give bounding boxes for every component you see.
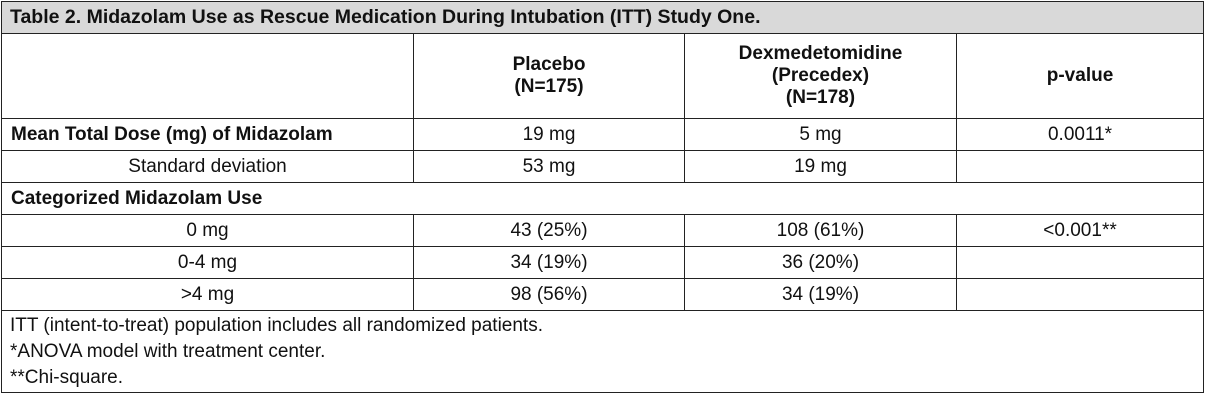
table-row-over-4mg: >4 mg 98 (56%) 34 (19%) — [1, 278, 1205, 311]
header-dex-line3: (N=178) — [785, 87, 856, 108]
footnote-chi-square: **Chi-square. — [10, 366, 123, 388]
cell-pvalue: <0.001** — [955, 214, 1205, 247]
footnote-row: ITT (intent-to-treat) population include… — [0, 310, 1205, 393]
footnote-itt: ITT (intent-to-treat) population include… — [10, 314, 543, 336]
row-label: Standard deviation — [1, 150, 414, 183]
row-label: 0-4 mg — [1, 246, 414, 279]
table-row-0-4mg: 0-4 mg 34 (19%) 36 (20%) — [1, 246, 1205, 279]
cell-dex: 34 (19%) — [684, 278, 957, 311]
header-dexmedetomidine: Dexmedetomidine (Precedex) (N=178) — [684, 33, 957, 119]
header-placebo-line1: Placebo — [512, 54, 586, 75]
header-pvalue: p-value — [955, 33, 1205, 119]
cell-placebo: 98 (56%) — [413, 278, 685, 311]
header-dex-line2: (Precedex) — [771, 65, 870, 86]
cell-dex: 108 (61%) — [684, 214, 957, 247]
header-placebo: Placebo (N=175) — [413, 33, 685, 119]
cell-placebo: 34 (19%) — [413, 246, 685, 279]
cell-pvalue — [955, 150, 1205, 183]
cell-pvalue: 0.0011* — [955, 118, 1205, 151]
row-label: 0 mg — [1, 214, 414, 247]
row-label: >4 mg — [1, 278, 414, 311]
table-row-std-dev: Standard deviation 53 mg 19 mg — [1, 150, 1205, 183]
table-row-mean-dose: Mean Total Dose (mg) of Midazolam 19 mg … — [1, 118, 1205, 151]
header-placebo-line2: (N=175) — [514, 76, 584, 97]
table-title-row: Table 2. Midazolam Use as Rescue Medicat… — [0, 1, 1205, 34]
midazolam-table: Table 2. Midazolam Use as Rescue Medicat… — [0, 1, 1205, 393]
header-empty-cell — [1, 33, 414, 119]
table-row-0mg: 0 mg 43 (25%) 108 (61%) <0.001** — [1, 214, 1205, 247]
cell-pvalue — [955, 246, 1205, 279]
cell-placebo: 43 (25%) — [413, 214, 685, 247]
footnote-anova: *ANOVA model with treatment center. — [10, 340, 326, 362]
table-title: Table 2. Midazolam Use as Rescue Medicat… — [0, 1, 1205, 34]
table-row-section: Categorized Midazolam Use — [0, 182, 1205, 215]
cell-placebo: 19 mg — [413, 118, 685, 151]
header-row: Placebo (N=175) Dexmedetomidine (Precede… — [1, 33, 1205, 119]
cell-dex: 36 (20%) — [684, 246, 957, 279]
cell-placebo: 53 mg — [413, 150, 685, 183]
footnotes: ITT (intent-to-treat) population include… — [0, 310, 1205, 393]
cell-dex: 5 mg — [684, 118, 957, 151]
section-label: Categorized Midazolam Use — [0, 182, 1205, 215]
cell-dex: 19 mg — [684, 150, 957, 183]
row-label: Mean Total Dose (mg) of Midazolam — [1, 118, 414, 151]
header-dex-line1: Dexmedetomidine — [738, 43, 903, 64]
cell-pvalue — [955, 278, 1205, 311]
